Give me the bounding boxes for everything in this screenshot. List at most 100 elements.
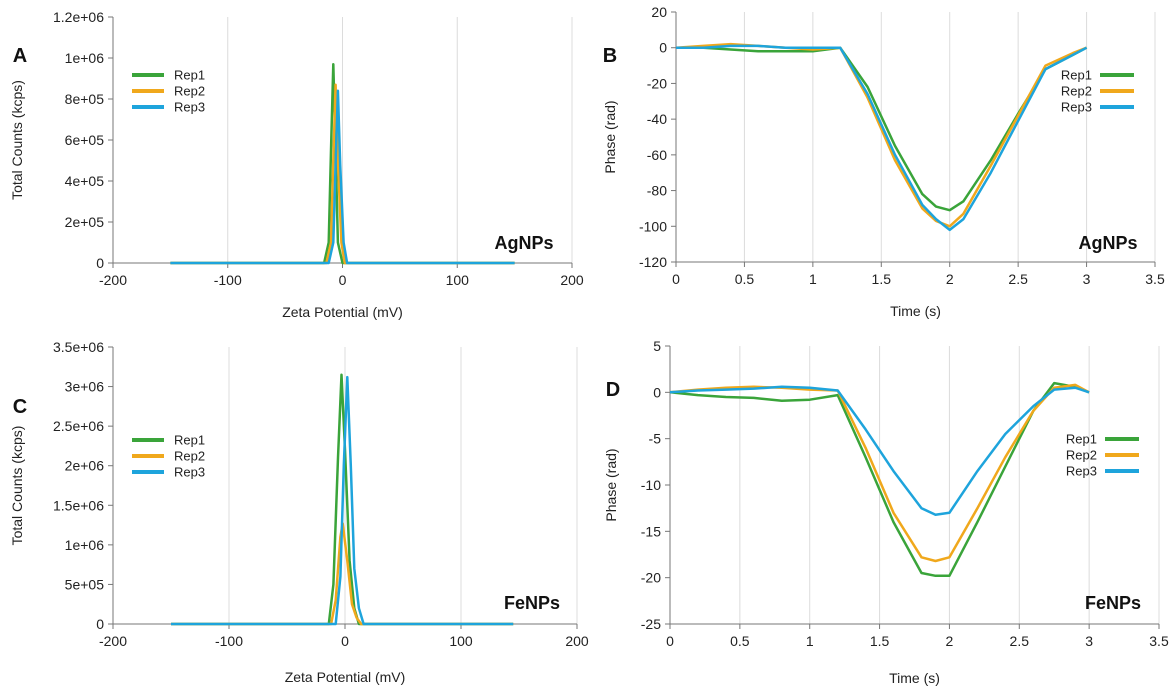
- legend-label-rep3: Rep3: [174, 465, 205, 480]
- series-line-rep3: [676, 44, 1088, 232]
- legend-label-rep1: Rep1: [1061, 68, 1092, 83]
- y-tick-label: -120: [639, 254, 667, 270]
- x-tick-label: 3: [1083, 271, 1091, 287]
- x-axis-label: Time (s): [890, 303, 941, 319]
- y-tick-label: 1e+06: [65, 50, 105, 66]
- x-tick-label: 100: [449, 633, 473, 649]
- y-tick-label: 20: [651, 4, 667, 20]
- legend-label-rep3: Rep3: [1066, 464, 1097, 479]
- series-line-rep3: [170, 89, 515, 265]
- y-axis-label: Phase (rad): [602, 100, 618, 173]
- legend-label-rep2: Rep2: [174, 449, 205, 464]
- y-tick-label: 8e+05: [65, 91, 105, 107]
- panel-d: 0 0.5 1 1.5 2 2.5 3 3.5 -25 -20 -15 -10 -5 0 5 Time (s)…: [603, 338, 1169, 686]
- panel-letter: C: [13, 396, 27, 418]
- x-tick-label: 100: [446, 272, 470, 288]
- x-tick-label: 0.5: [735, 271, 755, 287]
- legend-label-rep1: Rep1: [174, 68, 205, 83]
- y-tick-label: -10: [641, 477, 661, 493]
- x-tick-label: 1: [809, 271, 817, 287]
- y-tick-label: 1.5e+06: [53, 497, 104, 513]
- y-tick-label: 0: [96, 255, 104, 271]
- y-tick-label: 0: [653, 384, 661, 400]
- legend-label-rep1: Rep1: [1066, 432, 1097, 447]
- legend-label-rep1: Rep1: [174, 433, 205, 448]
- y-tick-label: 5: [653, 338, 661, 354]
- series-line-rep3: [669, 385, 1090, 516]
- legend-label-rep2: Rep2: [1061, 84, 1092, 99]
- panel-a: -200 -100 0 100 200 0 2e+05 4e+05 6e+05 8e+05 1e+0…: [9, 9, 584, 320]
- y-tick-label: -15: [641, 523, 661, 539]
- x-tick-label: 2.5: [1010, 633, 1030, 649]
- series-line-rep3: [171, 375, 514, 626]
- series-line-rep1: [170, 62, 515, 265]
- y-tick-label: 2e+05: [65, 214, 105, 230]
- x-tick-label: 1: [806, 633, 814, 649]
- x-tick-label: 2: [946, 633, 954, 649]
- sample-annotation: AgNPs: [1078, 233, 1137, 253]
- x-tick-label: 1.5: [870, 633, 890, 649]
- x-tick-label: 0: [666, 633, 674, 649]
- legend-label-rep2: Rep2: [1066, 448, 1097, 463]
- y-tick-label: -20: [641, 570, 661, 586]
- x-tick-label: -200: [99, 272, 127, 288]
- x-tick-label: 1.5: [872, 271, 892, 287]
- y-tick-label: 1e+06: [65, 537, 105, 553]
- x-tick-label: -200: [99, 633, 127, 649]
- y-tick-label: 2.5e+06: [53, 418, 104, 434]
- series-line-rep2: [669, 383, 1090, 563]
- x-tick-label: 200: [560, 272, 584, 288]
- x-axis-label: Zeta Potential (mV): [282, 304, 403, 320]
- y-tick-label: 0: [659, 40, 667, 56]
- panel-b: 0 0.5 1 1.5 2 2.5 3 3.5 -120 -100 -80 -60 -40 -20 0 20 T…: [602, 4, 1165, 319]
- y-tick-label: -80: [647, 183, 667, 199]
- x-tick-label: 0: [339, 272, 347, 288]
- x-tick-label: -100: [215, 633, 243, 649]
- y-axis-label: Total Counts (kcps): [9, 426, 25, 546]
- panel-letter: B: [603, 45, 617, 67]
- x-tick-label: 3: [1085, 633, 1093, 649]
- x-tick-label: -100: [214, 272, 242, 288]
- y-tick-label: -100: [639, 218, 667, 234]
- x-axis-label: Zeta Potential (mV): [285, 669, 406, 685]
- y-tick-label: -40: [647, 111, 667, 127]
- x-tick-label: 200: [565, 633, 589, 649]
- sample-annotation: AgNPs: [494, 233, 553, 253]
- y-tick-label: -60: [647, 147, 667, 163]
- y-tick-label: -20: [647, 75, 667, 91]
- x-tick-label: 2.5: [1008, 271, 1028, 287]
- x-tick-label: 2: [946, 271, 954, 287]
- y-axis-label: Total Counts (kcps): [9, 80, 25, 200]
- panel-letter: D: [606, 379, 620, 401]
- y-tick-label: 4e+05: [65, 173, 105, 189]
- x-tick-label: 0: [341, 633, 349, 649]
- panel-letter: A: [13, 45, 27, 67]
- x-tick-label: 3.5: [1145, 271, 1165, 287]
- legend-label-rep3: Rep3: [1061, 100, 1092, 115]
- x-tick-label: 0: [672, 271, 680, 287]
- y-tick-label: 3e+06: [65, 379, 105, 395]
- legend-label-rep2: Rep2: [174, 84, 205, 99]
- y-tick-label: 5e+05: [65, 576, 105, 592]
- sample-annotation: FeNPs: [504, 593, 560, 613]
- series-line-rep2: [170, 83, 515, 265]
- panel-c: -200 -100 0 100 200 0 5e+05 1e+06 1.5e+06 2e+06 2.…: [9, 339, 589, 685]
- y-tick-label: 1.2e+06: [53, 9, 104, 25]
- y-tick-label: 2e+06: [65, 458, 105, 474]
- y-tick-label: 6e+05: [65, 132, 105, 148]
- y-tick-label: 0: [96, 616, 104, 632]
- y-tick-label: -25: [641, 616, 661, 632]
- legend-label-rep3: Rep3: [174, 100, 205, 115]
- x-tick-label: 0.5: [730, 633, 750, 649]
- sample-annotation: FeNPs: [1085, 593, 1141, 613]
- y-tick-label: 3.5e+06: [53, 339, 104, 355]
- x-tick-label: 3.5: [1149, 633, 1169, 649]
- series-line-rep2: [171, 522, 514, 626]
- x-axis-label: Time (s): [889, 670, 940, 686]
- y-tick-label: -5: [649, 431, 662, 447]
